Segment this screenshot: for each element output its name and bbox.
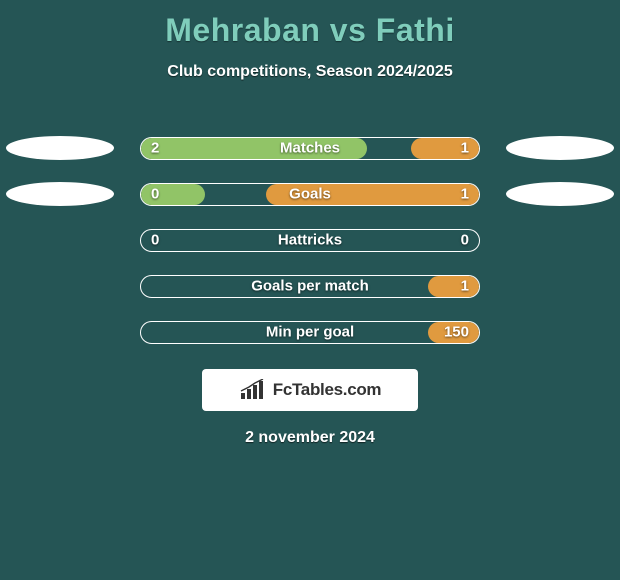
stat-value-left: 2 <box>151 140 159 157</box>
stat-row: 0 Goals 1 <box>0 171 620 217</box>
stat-value-right: 1 <box>461 140 469 157</box>
site-logo-card[interactable]: FcTables.com <box>202 369 418 411</box>
stat-label: Goals per match <box>251 278 369 295</box>
stat-bar: 0 Goals 1 <box>140 183 480 206</box>
stat-bar: Min per goal 150 <box>140 321 480 344</box>
stat-value-left: 0 <box>151 186 159 203</box>
stat-label: Goals <box>289 186 331 203</box>
date-label: 2 november 2024 <box>0 429 620 447</box>
player-marker-left <box>6 182 114 206</box>
stat-row: Goals per match 1 <box>0 263 620 309</box>
stats-container: 2 Matches 1 0 Goals 1 0 Hattricks 0 <box>0 125 620 355</box>
stat-value-right: 150 <box>444 324 469 341</box>
stat-value-right: 1 <box>461 278 469 295</box>
stat-label: Min per goal <box>266 324 354 341</box>
bars-icon <box>239 379 269 401</box>
stat-value-right: 0 <box>461 232 469 249</box>
stat-bar: 2 Matches 1 <box>140 137 480 160</box>
site-logo-text: FcTables.com <box>273 380 382 400</box>
stat-value-right: 1 <box>461 186 469 203</box>
stat-row: Min per goal 150 <box>0 309 620 355</box>
stat-row: 0 Hattricks 0 <box>0 217 620 263</box>
player-marker-right <box>506 136 614 160</box>
stat-label: Matches <box>280 140 340 157</box>
player-marker-left <box>6 136 114 160</box>
stat-label: Hattricks <box>278 232 342 249</box>
player-marker-right <box>506 182 614 206</box>
bar-fill-right <box>428 276 479 297</box>
stat-bar: Goals per match 1 <box>140 275 480 298</box>
stat-row: 2 Matches 1 <box>0 125 620 171</box>
stat-bar: 0 Hattricks 0 <box>140 229 480 252</box>
season-subtitle: Club competitions, Season 2024/2025 <box>0 63 620 81</box>
page-title: Mehraban vs Fathi <box>0 0 620 49</box>
stat-value-left: 0 <box>151 232 159 249</box>
